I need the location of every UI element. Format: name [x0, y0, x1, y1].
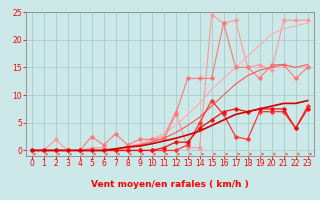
X-axis label: Vent moyen/en rafales ( km/h ): Vent moyen/en rafales ( km/h ) [91, 180, 248, 189]
